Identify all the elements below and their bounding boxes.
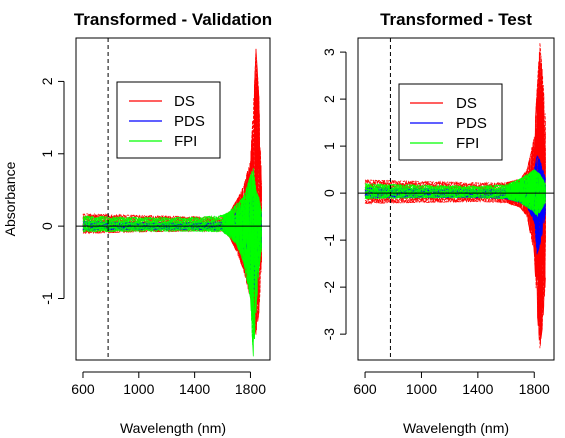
test-x-tick-label: 1400 [462, 381, 493, 397]
validation-plot-frame [75, 37, 271, 361]
test-x-tick-label: 600 [353, 381, 377, 397]
validation-ds-spectrum [82, 77, 262, 297]
test-plot-area [358, 38, 554, 360]
test-legend-label-fpi: FPI [456, 135, 479, 152]
validation-legend: DS PDS FPI [116, 81, 221, 159]
test-ds-spectrum [364, 42, 546, 196]
test-legend-label-pds: PDS [456, 115, 487, 132]
test-ds-spectrum [364, 193, 546, 335]
test-fpi-spectrum [364, 173, 546, 210]
validation-y-tick-label: -1 [39, 292, 55, 305]
test-y-tick-label: 0 [321, 189, 337, 197]
validation-legend-label-pds: PDS [174, 113, 205, 130]
test-legend: DS PDS FPI [398, 83, 503, 161]
validation-legend-label-fpi: FPI [174, 133, 197, 150]
validation-plot-area [76, 38, 270, 360]
test-y-tick-label: 3 [321, 48, 337, 56]
validation-x-tick-label: 1000 [123, 381, 154, 397]
validation-x-axis-label: Wavelength (nm) [120, 420, 226, 436]
test-fpi-spectrum [365, 168, 546, 194]
test-y-tick-label: 2 [321, 95, 337, 103]
validation-y-axis-label: Absorbance [2, 161, 18, 236]
test-ds-spectrum [364, 119, 546, 336]
test-title: Transformed - Test [380, 10, 532, 29]
validation-fpi-spectrum [82, 171, 262, 328]
validation-y-tick-label: 0 [39, 222, 55, 230]
validation-y-tick-label: 2 [39, 77, 55, 85]
test-y-tick-label: -3 [321, 328, 337, 341]
validation-x-tick-label: 600 [71, 381, 95, 397]
test-legend-label-ds: DS [456, 95, 477, 112]
validation-x-tick-label: 1800 [235, 381, 266, 397]
validation-ds-spectrum [82, 100, 262, 305]
validation-legend-box [116, 81, 221, 159]
test-y-tick-label: -1 [321, 234, 337, 247]
test-y-tick-label: 1 [321, 142, 337, 150]
validation-x-tick-label: 1400 [179, 381, 210, 397]
validation-series-fpi [82, 168, 262, 357]
test-legend-box [398, 83, 503, 161]
test-fpi-spectrum [364, 169, 546, 199]
test-y-tick-label: -2 [321, 281, 337, 294]
test-x-axis-label: Wavelength (nm) [403, 420, 509, 436]
validation-axes: 600 1000 1400 1800 -1 0 1 2 [39, 77, 266, 397]
validation-fpi-spectrum [82, 168, 262, 244]
test-panel: Transformed - Test 600 1000 1400 1800 -3 -2 -1… [321, 10, 555, 436]
test-fpi-spectrum [365, 184, 546, 213]
validation-series-ds [82, 48, 262, 335]
test-plot-frame [357, 37, 555, 361]
validation-title: Transformed - Validation [74, 10, 272, 29]
test-x-tick-label: 1800 [519, 381, 550, 397]
validation-legend-label-ds: DS [174, 93, 195, 110]
validation-y-tick-label: 1 [39, 150, 55, 158]
validation-fpi-spectrum [82, 223, 262, 345]
validation-panel: Transformed - Validation 600 1000 1400 1800… [2, 10, 272, 436]
test-axes: 600 1000 1400 1800 -3 -2 -1 0 1 2 3 [321, 48, 550, 397]
validation-ds-spectrum [82, 73, 262, 239]
validation-ds-spectrum [82, 48, 262, 228]
test-x-tick-label: 1000 [406, 381, 437, 397]
validation-ds-spectrum [82, 176, 262, 327]
